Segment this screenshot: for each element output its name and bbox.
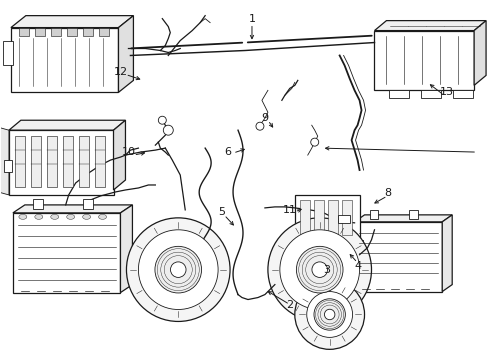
Bar (300, 200, 310, 235)
Circle shape (295, 280, 365, 349)
Ellipse shape (83, 214, 91, 219)
Bar (33, 199, 43, 209)
Bar (453, 90, 473, 98)
Bar (35, 28, 45, 36)
Circle shape (314, 299, 345, 330)
Bar (83, 199, 93, 209)
Polygon shape (11, 15, 133, 28)
Text: 10: 10 (122, 147, 135, 157)
Bar (51, 28, 61, 36)
Bar (47, 136, 57, 187)
Text: 9: 9 (261, 113, 269, 123)
Bar (409, 210, 418, 219)
Bar (314, 200, 324, 235)
Polygon shape (355, 215, 452, 222)
Text: 2: 2 (286, 300, 294, 310)
Polygon shape (374, 21, 486, 31)
Circle shape (280, 230, 360, 310)
Bar (13, 213, 121, 293)
Circle shape (296, 246, 343, 293)
Polygon shape (9, 120, 125, 130)
Bar (390, 90, 409, 98)
Bar (83, 28, 93, 36)
Circle shape (171, 262, 186, 278)
Bar (31, 136, 41, 187)
Circle shape (256, 122, 264, 130)
Circle shape (126, 218, 230, 321)
Ellipse shape (51, 214, 59, 219)
Polygon shape (13, 205, 132, 213)
Text: 8: 8 (384, 188, 391, 198)
Polygon shape (119, 15, 133, 92)
Bar (95, 136, 104, 187)
Bar (4, 160, 12, 172)
Bar (295, 195, 360, 240)
Circle shape (307, 292, 353, 337)
Bar (9, 130, 114, 195)
Bar (338, 215, 349, 223)
Text: 12: 12 (113, 67, 127, 77)
Polygon shape (442, 215, 452, 292)
Bar (15, 136, 25, 187)
Bar (369, 210, 378, 219)
Circle shape (138, 230, 218, 310)
Text: 11: 11 (283, 205, 297, 215)
Bar (98, 28, 108, 36)
Text: 5: 5 (219, 207, 225, 217)
Bar (63, 136, 73, 187)
Text: 1: 1 (248, 14, 255, 24)
Ellipse shape (35, 214, 43, 219)
Circle shape (268, 218, 371, 321)
Bar (67, 28, 76, 36)
Circle shape (158, 116, 166, 124)
Circle shape (163, 125, 173, 135)
Circle shape (312, 262, 327, 278)
Polygon shape (114, 120, 125, 190)
Polygon shape (474, 21, 486, 85)
Polygon shape (0, 125, 9, 195)
Circle shape (324, 309, 335, 320)
Circle shape (311, 138, 319, 146)
Text: 4: 4 (354, 261, 361, 271)
Bar (292, 240, 363, 248)
Bar (11, 28, 119, 92)
Bar (3, 41, 13, 66)
Ellipse shape (19, 214, 27, 219)
Text: 3: 3 (323, 265, 330, 275)
Circle shape (155, 246, 201, 293)
Bar (19, 28, 29, 36)
Text: 6: 6 (224, 147, 232, 157)
Bar (355, 222, 442, 292)
Bar (342, 200, 352, 235)
Bar (421, 90, 441, 98)
Ellipse shape (67, 214, 74, 219)
Bar (374, 31, 474, 90)
Text: 13: 13 (440, 87, 454, 97)
Ellipse shape (98, 214, 106, 219)
Polygon shape (121, 205, 132, 293)
Bar (328, 200, 338, 235)
Bar (78, 136, 89, 187)
